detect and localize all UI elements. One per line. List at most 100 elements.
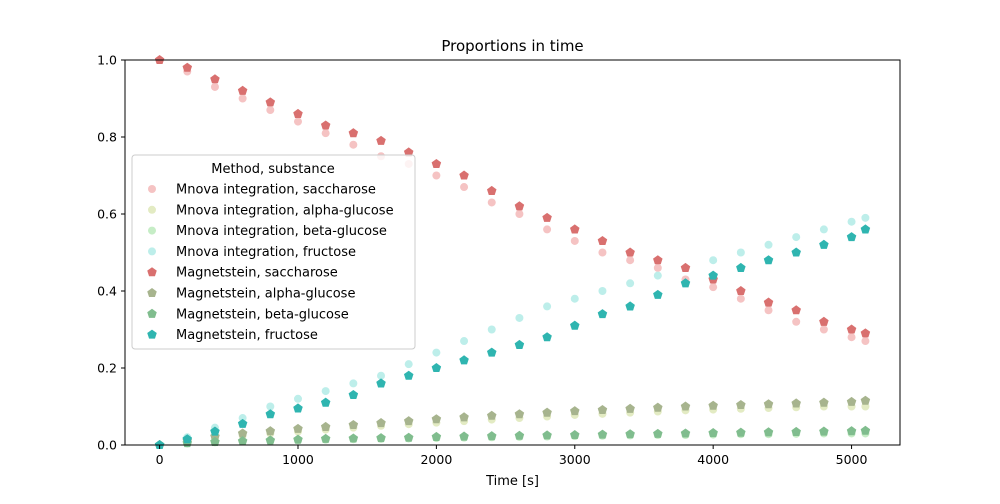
- data-point: [514, 409, 525, 419]
- data-point: [819, 397, 829, 407]
- data-point: [349, 379, 358, 388]
- data-point: [763, 399, 774, 409]
- legend-label: Magnetstein, saccharose: [176, 266, 338, 281]
- series-2: [155, 429, 870, 449]
- x-tick-label: 3000: [559, 452, 591, 467]
- series-7: [154, 224, 871, 450]
- data-point: [348, 128, 359, 138]
- data-point: [819, 225, 828, 234]
- data-point: [321, 387, 330, 396]
- data-point: [763, 427, 774, 437]
- data-point: [487, 198, 496, 207]
- data-point: [210, 74, 220, 84]
- data-point: [293, 423, 303, 433]
- data-point: [847, 217, 856, 226]
- data-point: [293, 108, 303, 118]
- data-point: [819, 316, 829, 326]
- legend-label: Mnova integration, saccharose: [176, 183, 376, 198]
- data-point: [514, 430, 525, 440]
- data-point: [377, 371, 386, 380]
- data-point: [320, 120, 331, 130]
- data-point: [266, 106, 275, 115]
- data-point: [625, 301, 635, 311]
- data-point: [237, 85, 248, 95]
- legend: Method, substance Mnova integration, sac…: [131, 154, 416, 350]
- data-point: [598, 287, 607, 295]
- legend-label: Magnetstein, fructose: [176, 328, 318, 343]
- data-point: [846, 396, 857, 406]
- data-point: [626, 279, 635, 288]
- data-point: [860, 425, 871, 435]
- x-tick-label: 5000: [836, 452, 868, 467]
- data-point: [403, 147, 414, 157]
- data-point: [460, 337, 469, 346]
- data-point: [431, 363, 442, 373]
- data-point: [348, 419, 359, 430]
- data-point: [736, 427, 746, 437]
- data-point: [376, 433, 386, 443]
- x-tick-label: 2000: [420, 452, 452, 467]
- data-point: [626, 256, 635, 265]
- data-point: [570, 429, 580, 440]
- x-tick-label: 1000: [282, 452, 314, 467]
- data-point: [597, 429, 608, 439]
- data-point: [625, 429, 635, 439]
- legend-marker: [148, 226, 156, 235]
- data-point: [376, 135, 386, 145]
- axis-ticks: 0 1000 2000 3000 4000 5000 0.0 0.2 0.4 0.6 0.8 1.0: [97, 53, 867, 468]
- data-point: [543, 302, 552, 311]
- data-point: [653, 255, 663, 265]
- legend-marker: [147, 308, 157, 318]
- data-point: [860, 395, 871, 405]
- data-point: [791, 247, 801, 257]
- data-point: [860, 224, 871, 234]
- data-point: [570, 224, 580, 234]
- data-point: [792, 317, 801, 326]
- data-point: [348, 433, 359, 443]
- data-point: [736, 294, 745, 303]
- data-point: [709, 283, 718, 292]
- data-point: [653, 428, 663, 438]
- legend-marker: [147, 267, 157, 277]
- data-point: [653, 289, 663, 299]
- data-point: [847, 333, 856, 342]
- x-tick-label: 4000: [697, 452, 729, 467]
- data-point: [431, 414, 442, 424]
- data-point: [709, 256, 718, 265]
- legend-box: [131, 154, 416, 350]
- data-point: [486, 431, 497, 441]
- data-point: [182, 62, 193, 72]
- data-point: [792, 233, 801, 242]
- y-tick-label: 0.2: [97, 361, 117, 376]
- data-point: [515, 210, 524, 218]
- data-point: [680, 401, 691, 411]
- data-point: [819, 239, 829, 249]
- data-point: [542, 212, 552, 222]
- data-point: [708, 400, 718, 410]
- data-point: [708, 428, 718, 438]
- data-point: [625, 403, 635, 413]
- series-1: [155, 402, 870, 449]
- legend-items: Mnova integration, saccharose Mnova integ…: [147, 183, 394, 343]
- data-point: [320, 433, 331, 443]
- data-point: [514, 339, 525, 349]
- data-point: [486, 347, 497, 357]
- data-point: [598, 248, 607, 257]
- data-point: [459, 431, 469, 441]
- legend-label: Magnetstein, alpha-glucose: [176, 287, 355, 302]
- legend-title: Method, substance: [211, 162, 335, 177]
- data-point: [210, 426, 220, 436]
- series-5: [154, 395, 871, 450]
- data-point: [570, 406, 580, 416]
- data-point: [376, 418, 386, 428]
- data-point: [791, 426, 801, 436]
- data-point: [570, 236, 579, 245]
- data-point: [597, 309, 608, 319]
- data-point: [791, 398, 801, 408]
- data-point: [320, 421, 331, 431]
- data-point: [459, 412, 469, 422]
- data-point: [570, 294, 579, 303]
- data-point: [486, 410, 497, 420]
- data-point: [293, 434, 303, 444]
